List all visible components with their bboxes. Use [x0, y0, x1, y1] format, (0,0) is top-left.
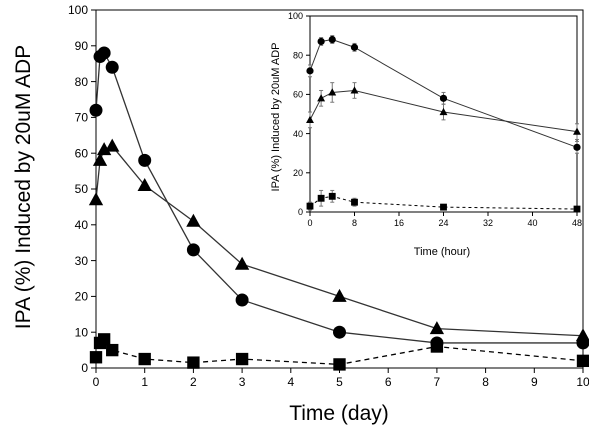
main-y-tick-label: 80: [75, 75, 89, 89]
inset-series-triangle-line: [309, 89, 578, 133]
main-y-tick-label: 50: [75, 182, 89, 196]
main-series-triangle-point: [92, 152, 108, 166]
main-series-triangle-point: [88, 192, 104, 206]
inset-y-tick-label: 20: [293, 168, 303, 178]
main-series-circle-point: [138, 153, 152, 167]
inset-series-triangle-point: [328, 88, 337, 96]
main-x-tick-label: 6: [385, 375, 392, 389]
main-series-square-line: [95, 338, 584, 366]
main-series-square-point: [576, 354, 589, 368]
main-series-square-point: [235, 352, 249, 366]
inset-x-tick-label: 48: [572, 218, 582, 228]
inset-x-tick-label: 16: [394, 218, 404, 228]
main-series-triangle-point: [105, 138, 120, 152]
inset-x-tick-label: 8: [352, 218, 357, 228]
inset-series-square-point: [573, 205, 581, 213]
main-series-triangle-point: [96, 142, 112, 156]
main-series-square-point: [187, 356, 200, 369]
inset-y-tick-label: 80: [293, 50, 303, 60]
main-y-tick-label: 100: [68, 3, 88, 17]
main-x-tick-label: 10: [576, 375, 589, 389]
main-series-circle-point: [97, 46, 111, 60]
inset-x-tick-label: 32: [483, 218, 493, 228]
inset-x-tick-label: 24: [438, 218, 448, 228]
main-series-square-point: [106, 343, 119, 357]
main-x-tick-label: 8: [482, 375, 489, 389]
main-x-tick-label: 2: [190, 375, 197, 389]
main-series-square-point: [97, 333, 111, 346]
main-x-tick-label: 1: [141, 375, 148, 389]
inset-series-square-point: [351, 198, 358, 206]
main-series-square-point: [89, 351, 103, 364]
inset-series-circle-point: [350, 43, 359, 51]
inset-series-square-point: [306, 202, 314, 210]
main-x-tick-label: 0: [93, 375, 100, 389]
main-x-axis-label: Time (day): [289, 402, 389, 425]
main-series-square-point: [333, 358, 346, 371]
main-y-tick-label: 40: [75, 218, 89, 232]
main-y-axis-label: IPA (%) Induced by 20uM ADP: [12, 45, 35, 329]
main-series-circle-point: [89, 103, 103, 117]
main-series-square-point: [138, 352, 151, 366]
main-x-tick-label: 3: [239, 375, 246, 389]
main-series-triangle-point: [186, 213, 201, 227]
inset-series-circle-line: [309, 39, 578, 148]
inset-series-square-point: [317, 194, 325, 202]
main-y-tick-label: 20: [75, 290, 89, 304]
inset-y-axis-label: IPA (%) Induced by 20uM ADP: [270, 43, 282, 192]
inset-series-circle-point: [317, 37, 325, 46]
inset-series-square-point: [328, 192, 336, 200]
main-series-circle-point: [105, 60, 119, 74]
main-series-triangle-point: [137, 177, 152, 191]
inset-y-tick-label: 40: [293, 129, 303, 139]
main-series-triangle-point: [429, 321, 445, 335]
inset-series-triangle-point: [350, 86, 359, 94]
inset-y-tick-label: 60: [293, 90, 303, 100]
main-y-tick-label: 70: [75, 111, 89, 125]
inset-series-circle-point: [306, 67, 314, 75]
inset-series-square-line: [309, 195, 578, 210]
inset-series-triangle-point: [306, 115, 314, 123]
inset-y-tick-label: 100: [288, 11, 303, 21]
main-series-circle-point: [235, 293, 249, 307]
inset-x-tick-label: 40: [527, 218, 537, 228]
main-series-circle-point: [333, 325, 346, 339]
main-x-tick-label: 4: [287, 375, 294, 389]
main-x-tick-label: 9: [531, 375, 538, 389]
inset-x-axis-label: Time (hour): [414, 246, 470, 258]
inset-plot-area: 0 20 40 60 80 100 0 8 16 24 32 40 48: [288, 11, 582, 228]
inset-series-circle-point: [328, 35, 336, 44]
inset-series-triangle-point: [573, 127, 581, 135]
main-series-triangle-point: [234, 256, 250, 270]
main-y-tick-label: 0: [81, 361, 88, 375]
main-x-tick-label: 5: [336, 375, 343, 389]
main-y-tick-label: 10: [75, 325, 89, 339]
inset-series-triangle-point: [439, 107, 448, 116]
inset-y-tick-label: 0: [298, 207, 303, 217]
inset-series-circle-point: [439, 94, 448, 102]
main-series-square-point: [430, 340, 444, 353]
inset-x-tick-label: 0: [307, 218, 312, 228]
main-y-tick-label: 90: [75, 39, 89, 53]
inset-series-circle-point: [573, 143, 581, 151]
main-series-triangle-point: [575, 328, 589, 342]
inset-series-triangle-point: [317, 94, 326, 102]
main-x-tick-label: 7: [434, 375, 441, 389]
main-series-triangle-point: [332, 288, 347, 302]
inset-series-square-point: [440, 203, 447, 211]
main-series-circle-point: [186, 243, 200, 257]
main-y-tick-label: 60: [75, 146, 89, 160]
main-y-tick-label: 30: [75, 254, 89, 268]
